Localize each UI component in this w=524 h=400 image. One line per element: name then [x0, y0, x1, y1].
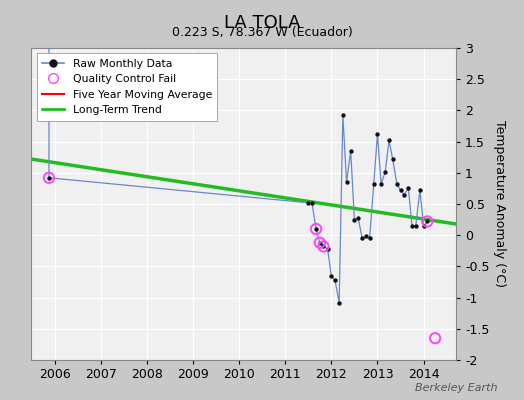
Point: [373, 131, 381, 137]
Point: [335, 299, 343, 306]
Point: [396, 187, 405, 194]
Point: [416, 187, 424, 194]
Point: [423, 218, 431, 225]
Point: [400, 192, 408, 198]
Point: [377, 181, 385, 187]
Point: [358, 235, 366, 242]
Point: [423, 218, 431, 225]
Y-axis label: Temperature Anomaly (°C): Temperature Anomaly (°C): [493, 120, 506, 288]
Point: [388, 156, 397, 162]
Point: [354, 214, 362, 221]
Point: [346, 148, 355, 154]
Point: [323, 246, 332, 252]
Point: [308, 200, 316, 206]
Point: [315, 240, 324, 246]
Point: [385, 137, 393, 144]
Text: 0.223 S, 78.367 W (Ecuador): 0.223 S, 78.367 W (Ecuador): [172, 26, 352, 39]
Point: [319, 243, 328, 250]
Point: [339, 112, 347, 118]
Point: [404, 185, 412, 192]
Point: [362, 233, 370, 240]
Text: LA TOLA: LA TOLA: [224, 14, 300, 32]
Point: [419, 223, 428, 229]
Point: [369, 181, 378, 187]
Point: [350, 216, 358, 223]
Point: [327, 272, 335, 279]
Point: [365, 235, 374, 242]
Point: [312, 226, 320, 232]
Point: [431, 335, 439, 341]
Point: [45, 174, 53, 181]
Text: Berkeley Earth: Berkeley Earth: [416, 383, 498, 393]
Point: [342, 179, 351, 185]
Point: [319, 243, 328, 250]
Point: [392, 181, 401, 187]
Point: [312, 226, 320, 232]
Point: [315, 240, 324, 246]
Point: [411, 223, 420, 229]
Point: [304, 200, 312, 206]
Point: [45, 174, 53, 181]
Point: [331, 277, 339, 283]
Point: [381, 168, 389, 175]
Point: [408, 223, 416, 229]
Legend: Raw Monthly Data, Quality Control Fail, Five Year Moving Average, Long-Term Tren: Raw Monthly Data, Quality Control Fail, …: [37, 54, 217, 120]
